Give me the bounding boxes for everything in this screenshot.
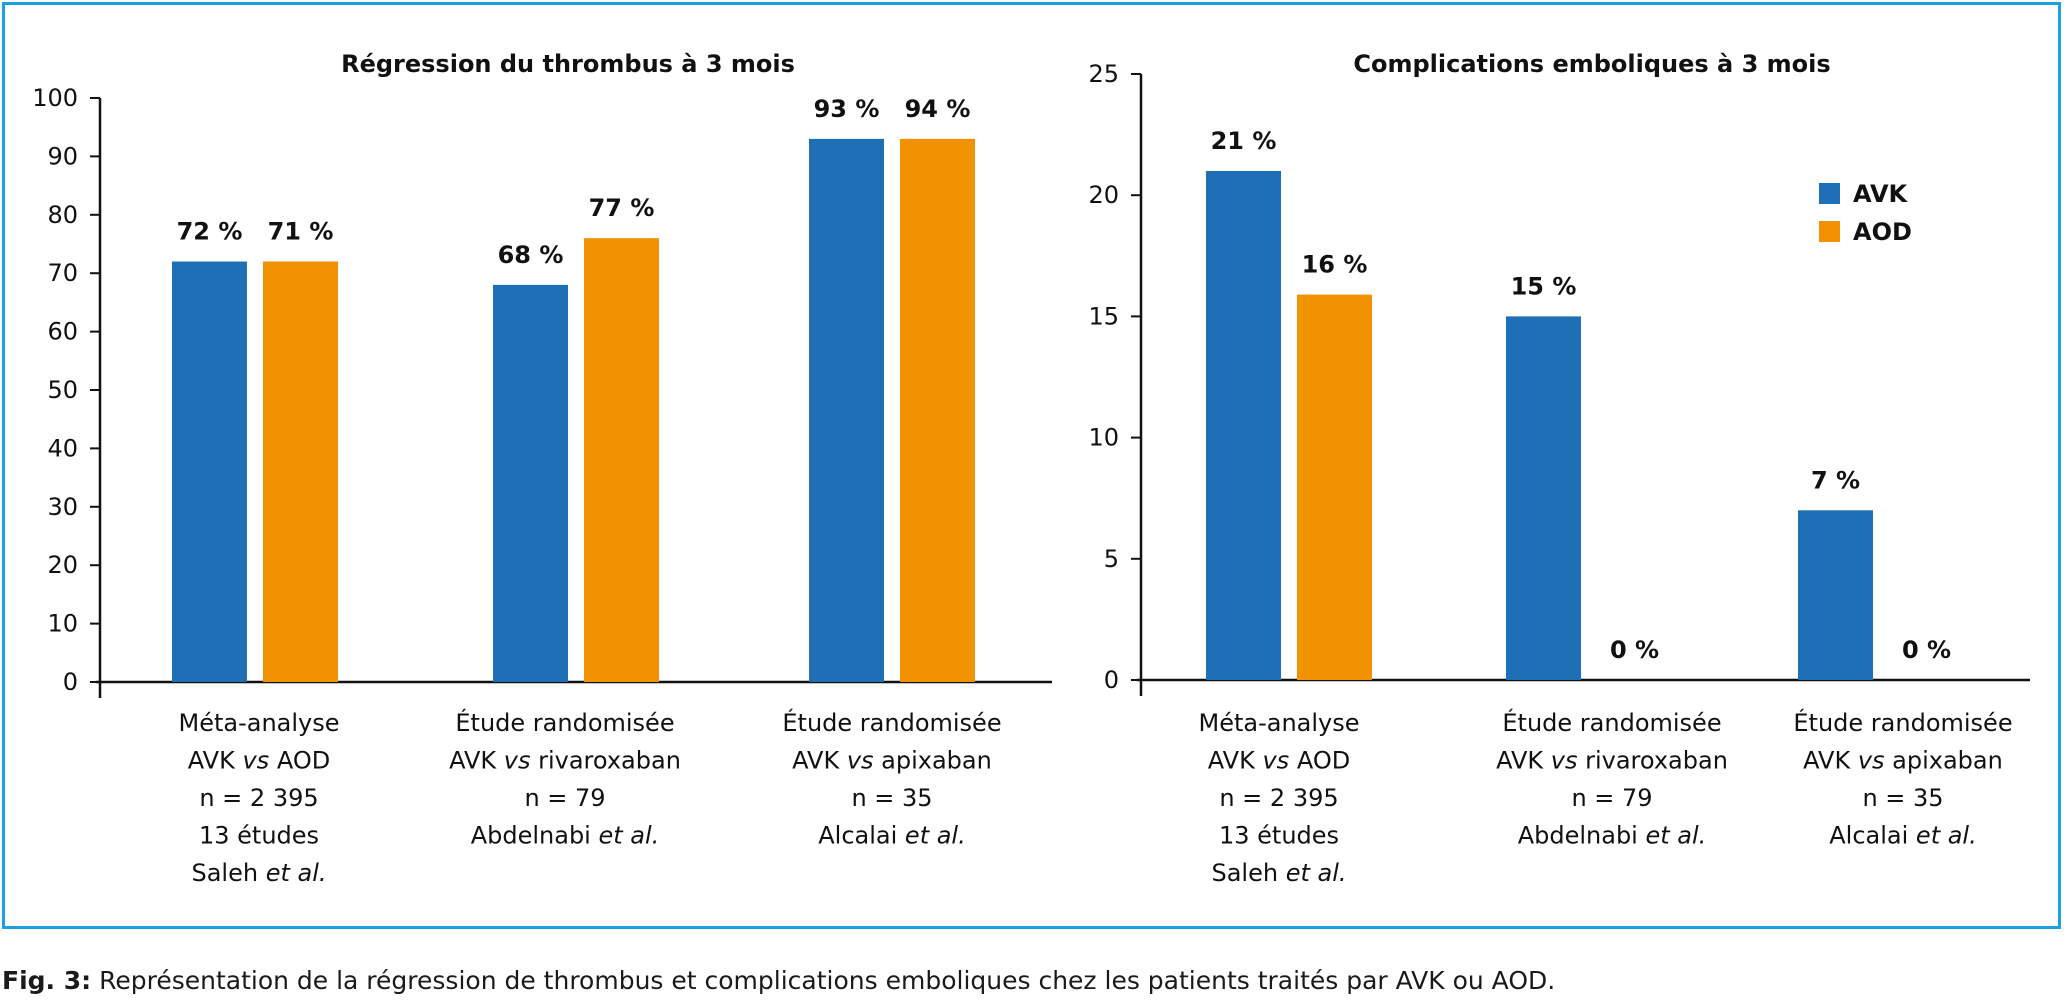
category-label-line: Saleh et al.	[1211, 859, 1346, 887]
category-label-line: Étude randomisée	[1502, 708, 1721, 737]
category-label-line: n = 79	[1571, 784, 1652, 812]
embolic-complications-chart: Complications emboliques à 3 mois 0 5 10 15 2…	[1088, 50, 2030, 887]
category-label-line: Étude randomisée	[782, 708, 1001, 737]
data-label: 7 %	[1811, 466, 1860, 494]
category-label-line: AVK vs rivaroxaban	[1496, 747, 1728, 775]
data-label: 71 %	[268, 218, 334, 246]
data-label: 16 %	[1302, 251, 1368, 279]
category-label-line: AVK vs rivaroxaban	[449, 747, 681, 775]
legend-swatch-aod	[1819, 221, 1840, 242]
category-label: Étude randomisée AVK vs apixaban n = 35 Alc…	[1793, 708, 2012, 850]
category-label-line: AVK vs apixaban	[792, 747, 992, 775]
category-label-line: Étude randomisée	[1793, 708, 2012, 737]
bar-avk	[1206, 170, 1281, 680]
data-label: 77 %	[589, 194, 655, 222]
legend-label-avk: AVK	[1853, 180, 1909, 208]
data-label: 68 %	[498, 241, 564, 269]
y-tick-label: 20	[47, 551, 78, 579]
y-tick-label: 70	[47, 259, 78, 287]
chart-title: Complications emboliques à 3 mois	[1353, 50, 1830, 78]
category-label-line: AVK vs apixaban	[1803, 747, 2003, 775]
category-label-line: Abdelnabi et al.	[1518, 822, 1707, 850]
data-label: 21 %	[1211, 127, 1277, 155]
charts-canvas: Régression du thrombus à 3 mois 0 10 20 30 40…	[32, 50, 2030, 887]
bar-aod	[1297, 294, 1372, 680]
category-label-line: AVK vs AOD	[188, 747, 330, 775]
category-label-line: n = 2 395	[1219, 784, 1338, 812]
bar-aod	[584, 238, 659, 682]
category-label-line: Méta-analyse	[178, 709, 339, 737]
data-label: 0 %	[1610, 636, 1659, 664]
y-tick-label: 80	[47, 201, 78, 229]
y-tick-label: 25	[1088, 60, 1119, 88]
category-label-line: Étude randomisée	[455, 708, 674, 737]
y-tick-label: 20	[1088, 181, 1119, 209]
bar-avk	[493, 284, 568, 682]
y-tick-label: 50	[47, 376, 78, 404]
category-label-line: n = 79	[524, 784, 605, 812]
bar-avk	[1798, 510, 1873, 680]
data-label: 94 %	[905, 95, 971, 123]
y-tick-label: 100	[32, 84, 78, 112]
legend-label-aod: AOD	[1853, 218, 1912, 246]
caption-text: Représentation de la régression de throm…	[91, 966, 1556, 995]
caption-label: Fig. 3:	[2, 966, 92, 995]
figure-caption: Fig. 3: Représentation de la régression …	[2, 966, 1555, 995]
y-tick-label: 5	[1104, 545, 1119, 573]
y-tick-label: 40	[47, 434, 78, 462]
y-tick-label: 30	[47, 493, 78, 521]
data-label: 93 %	[814, 95, 880, 123]
bar-avk	[1506, 316, 1581, 680]
category-label: Méta-analyse AVK vs AOD n = 2 395 13 études…	[178, 709, 339, 887]
bar-aod	[263, 261, 338, 682]
category-label-line: n = 35	[1862, 784, 1943, 812]
category-label-line: 13 études	[1219, 822, 1339, 850]
y-tick-label: 10	[1088, 424, 1119, 452]
bar-avk	[172, 261, 247, 682]
y-tick-label: 90	[47, 142, 78, 170]
data-label: 72 %	[177, 218, 243, 246]
thrombus-regression-chart: Régression du thrombus à 3 mois 0 10 20 30 40…	[32, 50, 1052, 887]
category-label-line: Abdelnabi et al.	[471, 822, 660, 850]
bar-avk	[809, 138, 884, 682]
category-label: Méta-analyse AVK vs AOD n = 2 395 13 études…	[1198, 709, 1359, 887]
category-label-line: Alcalai et al.	[1829, 822, 1976, 850]
category-label: Étude randomisée AVK vs rivaroxaban n = 79…	[1496, 708, 1728, 850]
category-label: Étude randomisée AVK vs apixaban n = 35 Alc…	[782, 708, 1001, 850]
category-label-line: n = 35	[851, 784, 932, 812]
figure-frame	[2, 2, 2061, 929]
data-label: 0 %	[1902, 636, 1951, 664]
category-label: Étude randomisée AVK vs rivaroxaban n = 79…	[449, 708, 681, 850]
y-tick-label: 10	[47, 610, 78, 638]
y-tick-label: 0	[1104, 666, 1119, 694]
data-label: 15 %	[1511, 272, 1577, 300]
category-label-line: Saleh et al.	[191, 859, 326, 887]
bar-aod	[900, 138, 975, 682]
category-label-line: Alcalai et al.	[818, 822, 965, 850]
y-tick-label: 15	[1088, 302, 1119, 330]
y-tick-label: 60	[47, 318, 78, 346]
category-label-line: Méta-analyse	[1198, 709, 1359, 737]
category-label-line: n = 2 395	[199, 784, 318, 812]
legend-swatch-avk	[1819, 183, 1840, 204]
chart-title: Régression du thrombus à 3 mois	[341, 50, 795, 78]
category-label-line: 13 études	[199, 822, 319, 850]
legend: AVK AOD	[1819, 180, 1912, 246]
category-label-line: AVK vs AOD	[1208, 747, 1350, 775]
y-tick-label: 0	[63, 668, 78, 696]
